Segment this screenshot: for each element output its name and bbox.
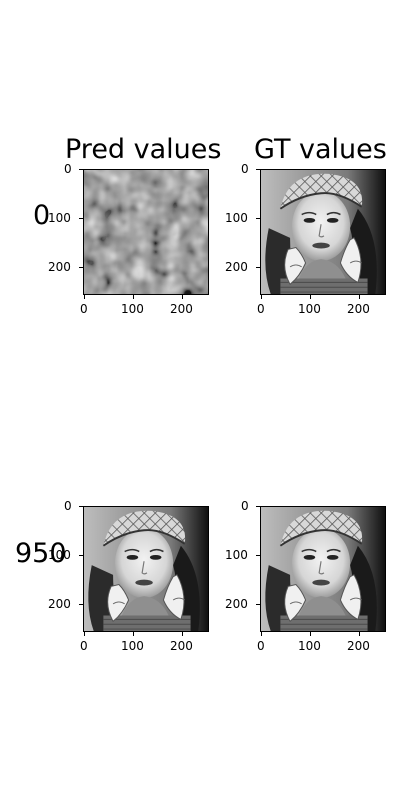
ytick-label: 100 <box>48 548 71 562</box>
ytick-label: 100 <box>225 548 248 562</box>
xtick-label: 0 <box>257 639 265 653</box>
gt-column-title: GT values <box>254 134 387 165</box>
gt-image-row-0 <box>260 169 386 295</box>
ytick-label: 0 <box>241 499 249 513</box>
pred-image-row-0 <box>83 169 209 295</box>
ytick-label: 200 <box>225 260 248 274</box>
gt-image-row-950 <box>260 506 386 632</box>
ytick-label: 100 <box>48 211 71 225</box>
xtick-label: 200 <box>347 302 370 316</box>
xtick-label: 100 <box>121 639 144 653</box>
pred-image-row-950 <box>83 506 209 632</box>
xtick-label: 200 <box>347 639 370 653</box>
xtick-label: 100 <box>121 302 144 316</box>
xtick-label: 200 <box>170 639 193 653</box>
ytick-label: 0 <box>64 499 72 513</box>
pred-column-title: Pred values <box>65 134 222 165</box>
row-label-950: 950 <box>15 538 67 569</box>
ytick-label: 200 <box>48 260 71 274</box>
xtick-label: 0 <box>80 639 88 653</box>
row-label-0: 0 <box>33 200 51 231</box>
xtick-label: 100 <box>298 302 321 316</box>
ytick-label: 200 <box>48 597 71 611</box>
ytick-label: 0 <box>241 162 249 176</box>
xtick-label: 0 <box>80 302 88 316</box>
xtick-label: 0 <box>257 302 265 316</box>
xtick-label: 200 <box>170 302 193 316</box>
ytick-label: 200 <box>225 597 248 611</box>
ytick-label: 0 <box>64 162 72 176</box>
xtick-label: 100 <box>298 639 321 653</box>
ytick-label: 100 <box>225 211 248 225</box>
